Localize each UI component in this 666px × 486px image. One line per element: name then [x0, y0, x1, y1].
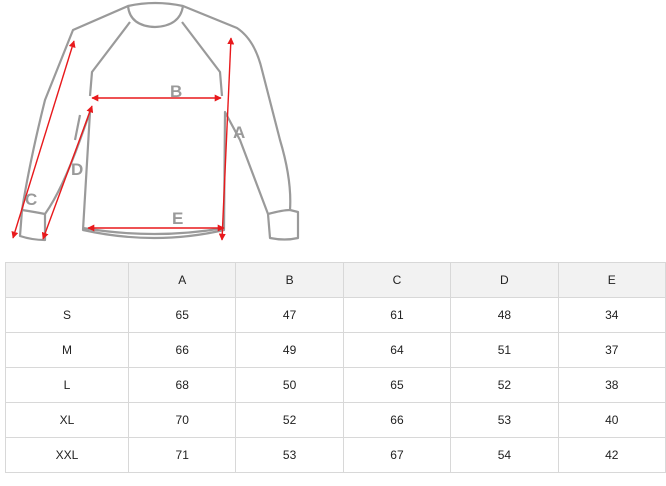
- arrow-d: [41, 105, 94, 240]
- measurement-cell: 61: [342, 297, 452, 333]
- measurement-cell: 67: [342, 437, 452, 473]
- size-cell: M: [5, 332, 129, 368]
- header-d: D: [450, 262, 559, 298]
- size-cell: XXL: [5, 437, 129, 473]
- arrow-a: [218, 37, 235, 241]
- measurement-cell: 68: [127, 367, 237, 403]
- size-cell: XL: [5, 402, 129, 438]
- measurement-cell: 66: [127, 332, 237, 368]
- measurement-cell: 54: [450, 437, 559, 473]
- header-a: A: [127, 262, 237, 298]
- header-size: [5, 262, 129, 298]
- measurement-cell: 37: [557, 332, 666, 368]
- measurement-cell: 48: [450, 297, 559, 333]
- measurement-cell: 47: [235, 297, 344, 333]
- measurement-cell: 65: [342, 367, 452, 403]
- size-cell: L: [5, 367, 129, 403]
- measurement-cell: 49: [235, 332, 344, 368]
- measurement-cell: 50: [235, 367, 344, 403]
- header-e: E: [557, 262, 666, 298]
- header-b: B: [235, 262, 344, 298]
- table-row: L 68 50 65 52 38: [5, 367, 666, 403]
- measurement-cell: 34: [557, 297, 666, 333]
- measurement-cell: 40: [557, 402, 666, 438]
- label-e: E: [172, 209, 183, 228]
- measurement-cell: 51: [450, 332, 559, 368]
- measurement-cell: 71: [127, 437, 237, 473]
- table-header-row: A B C D E: [5, 262, 666, 298]
- measurement-cell: 65: [127, 297, 237, 333]
- measurement-arrows: [11, 37, 235, 241]
- label-c: C: [25, 190, 37, 209]
- measurement-cell: 53: [450, 402, 559, 438]
- table-row: M 66 49 64 51 37: [5, 332, 666, 368]
- size-chart-table: A B C D E S 65 47 61 48 34 M 66 49 64 51 37 L 68 50 65 5…: [5, 262, 666, 473]
- measurement-cell: 52: [235, 402, 344, 438]
- measurement-cell: 38: [557, 367, 666, 403]
- sweater-measurement-diagram: A B C D E: [11, 1, 300, 242]
- size-cell: S: [5, 297, 129, 333]
- label-a: A: [233, 123, 245, 142]
- arrow-c: [11, 40, 76, 239]
- label-b: B: [170, 82, 182, 101]
- table-row: S 65 47 61 48 34: [5, 297, 666, 333]
- table-row: XXL 71 53 67 54 42: [5, 437, 666, 473]
- table-row: XL 70 52 66 53 40: [5, 402, 666, 438]
- measurement-cell: 52: [450, 367, 559, 403]
- sweater-outline: [18, 1, 300, 242]
- measurement-cell: 64: [342, 332, 452, 368]
- measurement-cell: 70: [127, 402, 237, 438]
- measurement-cell: 66: [342, 402, 452, 438]
- header-c: C: [342, 262, 452, 298]
- measurement-cell: 42: [557, 437, 666, 473]
- measurement-cell: 53: [235, 437, 344, 473]
- label-d: D: [71, 160, 83, 179]
